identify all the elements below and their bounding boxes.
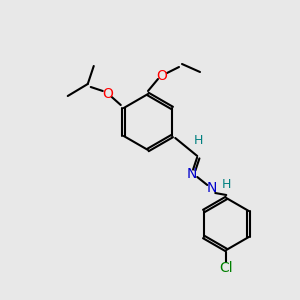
Text: N: N <box>207 181 217 195</box>
Text: O: O <box>157 69 167 83</box>
Text: H: H <box>194 134 203 148</box>
Text: H: H <box>222 178 231 190</box>
Text: Cl: Cl <box>219 261 233 275</box>
Text: O: O <box>102 87 113 101</box>
Text: N: N <box>187 167 197 181</box>
